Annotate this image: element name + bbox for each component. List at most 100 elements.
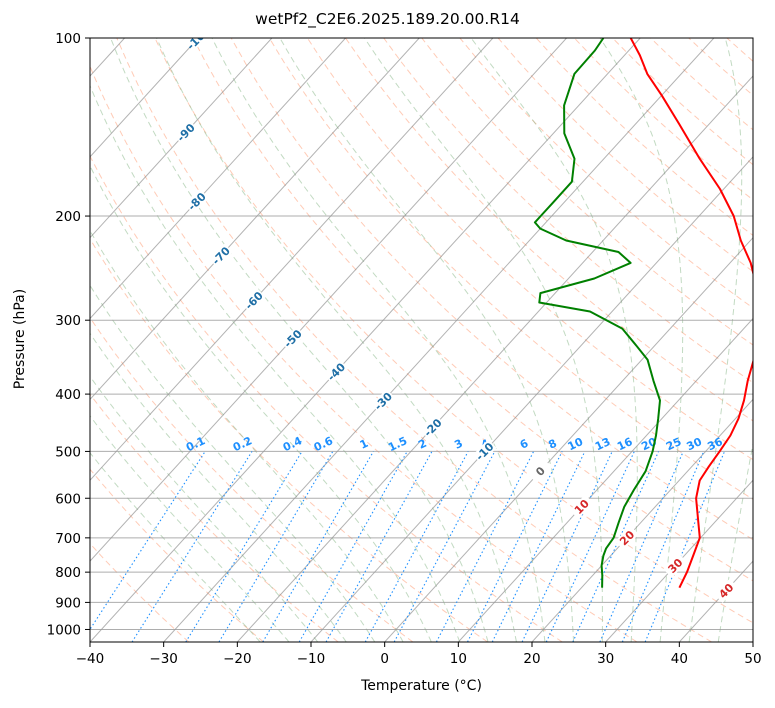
dry-adiabat — [765, 38, 775, 642]
isotherm — [384, 236, 753, 642]
mixing-ratio-line — [90, 451, 206, 631]
isotherm — [90, 38, 641, 642]
dry-adiabat — [383, 38, 753, 384]
isotherm — [163, 38, 715, 642]
isotherm — [531, 398, 753, 642]
y-tick-label: 1000 — [47, 622, 81, 638]
isotherm-label-bg — [241, 288, 266, 313]
isotherm-label-bg — [663, 553, 688, 578]
mixing-ratio-label: 2 — [416, 437, 428, 452]
dry-adiabat — [90, 542, 190, 642]
y-tick-label: 100 — [55, 31, 81, 47]
mixing-ratio-line — [521, 451, 613, 642]
dry-adiabat — [90, 65, 638, 642]
x-tick-label: 10 — [450, 651, 467, 667]
moist-adiabat — [156, 38, 517, 642]
mixing-ratio-line — [131, 451, 253, 642]
temperature-line — [629, 38, 753, 589]
y-tick-label: 800 — [55, 565, 81, 581]
y-tick-label: 200 — [55, 209, 81, 225]
plot-area: 0.10.20.40.611.52346810131620253036-100-… — [90, 38, 775, 642]
dry-adiabat — [230, 38, 753, 541]
dry-adiabat — [90, 237, 488, 642]
x-tick-label: 20 — [523, 651, 540, 667]
moist-adiabat — [90, 284, 376, 642]
isotherm — [752, 641, 753, 642]
dry-adiabat — [116, 38, 712, 642]
moist-adiabat — [90, 332, 347, 642]
dry-adiabat — [192, 38, 753, 582]
mixing-ratio-label: 6 — [518, 437, 531, 452]
moist-adiabat — [279, 38, 575, 642]
mixing-ratio-line — [621, 451, 705, 642]
mixing-ratio-label: 3 — [452, 437, 464, 452]
moist-adiabat — [599, 38, 684, 642]
y-tick-label: 300 — [55, 313, 81, 329]
moist-adiabat — [90, 229, 404, 642]
isotherm-label-bg — [371, 389, 396, 414]
y-tick-label: 700 — [55, 531, 81, 547]
dry-adiabat — [306, 38, 753, 461]
isotherm-label-bg — [184, 189, 209, 214]
moist-adiabat — [364, 38, 603, 642]
isotherm — [90, 38, 420, 401]
x-tick-label: −20 — [223, 651, 252, 667]
mixing-ratio-line — [467, 451, 563, 642]
x-tick-label: 40 — [671, 651, 688, 667]
mixing-ratio-line — [572, 451, 660, 642]
mixing-ratio-line — [185, 451, 303, 642]
dry-adiabat — [90, 468, 264, 642]
moist-adiabat — [211, 38, 546, 642]
moist-adiabat — [688, 38, 743, 642]
y-tick-label: 500 — [55, 444, 81, 460]
isotherm-label-bg — [614, 525, 639, 550]
x-axis-label: Temperature (°C) — [361, 678, 482, 694]
x-tick-label: 30 — [597, 651, 614, 667]
mixing-ratio-line — [218, 451, 334, 642]
isotherm-label-bg — [280, 326, 305, 351]
mixing-ratio-line — [545, 451, 635, 642]
mixing-ratio-line — [644, 451, 726, 642]
mixing-ratio-label: 1 — [358, 437, 370, 452]
dry-adiabat — [154, 38, 753, 624]
dry-adiabat — [535, 38, 753, 237]
isotherm-label-bg — [472, 439, 497, 464]
y-axis-label: Pressure (hPa) — [12, 288, 28, 390]
mixing-ratio-label: 13 — [593, 435, 612, 453]
isotherm — [90, 38, 346, 320]
mixing-ratio-label: 25 — [664, 435, 683, 453]
dry-adiabat — [268, 38, 753, 500]
isotherm — [90, 38, 199, 158]
mixing-ratio-line — [325, 451, 433, 642]
isotherm — [90, 38, 273, 239]
x-tick-label: −10 — [297, 651, 326, 667]
mixing-ratio-label: 30 — [685, 435, 705, 453]
isotherm-label-bg — [173, 120, 198, 145]
mixing-ratio-line — [298, 451, 408, 642]
moist-adiabat — [90, 164, 432, 642]
moist-adiabat — [90, 84, 461, 642]
isotherm — [605, 479, 753, 642]
dry-adiabat — [459, 38, 753, 309]
moist-adiabat — [470, 38, 638, 642]
mixing-ratio-line — [262, 451, 374, 642]
y-tick-label: 900 — [55, 595, 81, 611]
dry-adiabat — [421, 38, 753, 346]
mixing-ratio-label: 16 — [615, 435, 635, 453]
chart-title: wetPf2_C2E6.2025.189.20.00.R14 — [255, 10, 520, 28]
isotherm-label-bg — [528, 459, 553, 484]
moist-adiabat — [110, 38, 489, 642]
dry-adiabat — [345, 38, 753, 422]
moist-adiabat — [717, 441, 753, 642]
mixing-ratio-line — [393, 451, 496, 642]
dewpoint-line — [533, 38, 661, 588]
x-tick-label: 50 — [744, 651, 761, 667]
mixing-ratio-label: 36 — [705, 435, 725, 453]
mixing-ratio-line — [491, 451, 586, 642]
isotherm — [90, 38, 494, 482]
x-tick-label: −40 — [76, 651, 105, 667]
mixing-ratio-line — [364, 451, 469, 642]
isotherm — [310, 156, 753, 642]
isotherm-label-bg — [714, 578, 739, 603]
